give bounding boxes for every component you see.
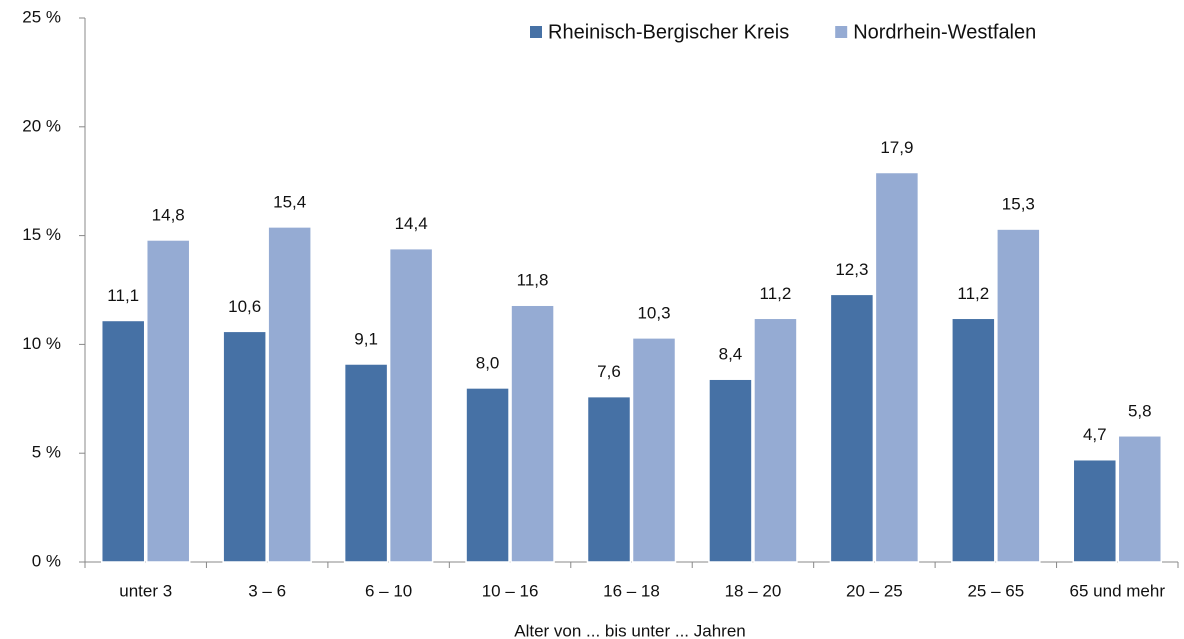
bar [708,378,753,563]
data-label: 11,2 [760,284,792,303]
x-axis-label: Alter von ... bis unter ... Jahren [514,621,746,639]
bar [510,304,555,563]
bar [874,171,920,563]
data-label: 11,2 [957,284,989,303]
y-tick-label: 20 % [22,116,61,135]
data-label: 14,4 [395,214,428,233]
y-tick-label: 15 % [22,225,61,244]
bar [1072,458,1118,563]
bar [343,363,389,563]
bar [388,247,434,563]
x-tick-label: 65 und mehr [1070,581,1166,600]
data-label: 8,0 [476,353,500,372]
bar [1117,435,1163,563]
y-tick-label: 5 % [32,443,61,462]
data-label: 15,4 [273,192,306,211]
bar [586,395,632,563]
data-label: 7,6 [597,362,621,381]
bar [753,317,798,563]
x-tick-label: 10 – 16 [482,581,539,600]
legend-swatch [835,26,848,38]
bar [631,337,677,563]
y-tick-label: 0 % [32,551,61,570]
x-tick-label: 3 – 6 [248,581,286,600]
bar [829,293,875,563]
x-tick-label: 6 – 10 [365,581,412,600]
y-tick-label: 25 % [22,7,61,26]
x-tick-label: unter 3 [119,581,172,600]
legend-label: Nordrhein-Westfalen [853,21,1036,43]
legend-swatch [530,26,542,38]
data-label: 10,3 [637,303,670,322]
data-label: 11,8 [517,271,549,290]
data-label: 11,1 [107,286,139,305]
x-tick-label: 18 – 20 [725,581,782,600]
bar [996,228,1041,563]
data-label: 8,4 [719,345,743,364]
bar [951,317,996,563]
data-label: 5,8 [1128,401,1152,420]
data-label: 9,1 [354,329,378,348]
bar [222,330,267,563]
legend-label: Rheinisch-Bergischer Kreis [548,21,789,43]
data-label: 4,7 [1083,425,1107,444]
data-label: 15,3 [1002,195,1035,214]
x-tick-label: 16 – 18 [603,581,660,600]
bar [267,226,312,563]
data-label: 10,6 [228,297,261,316]
bar [100,319,146,563]
x-tick-label: 20 – 25 [846,581,903,600]
data-label: 12,3 [835,260,868,279]
bar [465,387,510,563]
data-label: 17,9 [880,138,913,157]
x-tick-label: 25 – 65 [967,581,1024,600]
y-tick-label: 10 % [22,334,61,353]
data-label: 14,8 [152,205,185,224]
bar [145,239,191,563]
